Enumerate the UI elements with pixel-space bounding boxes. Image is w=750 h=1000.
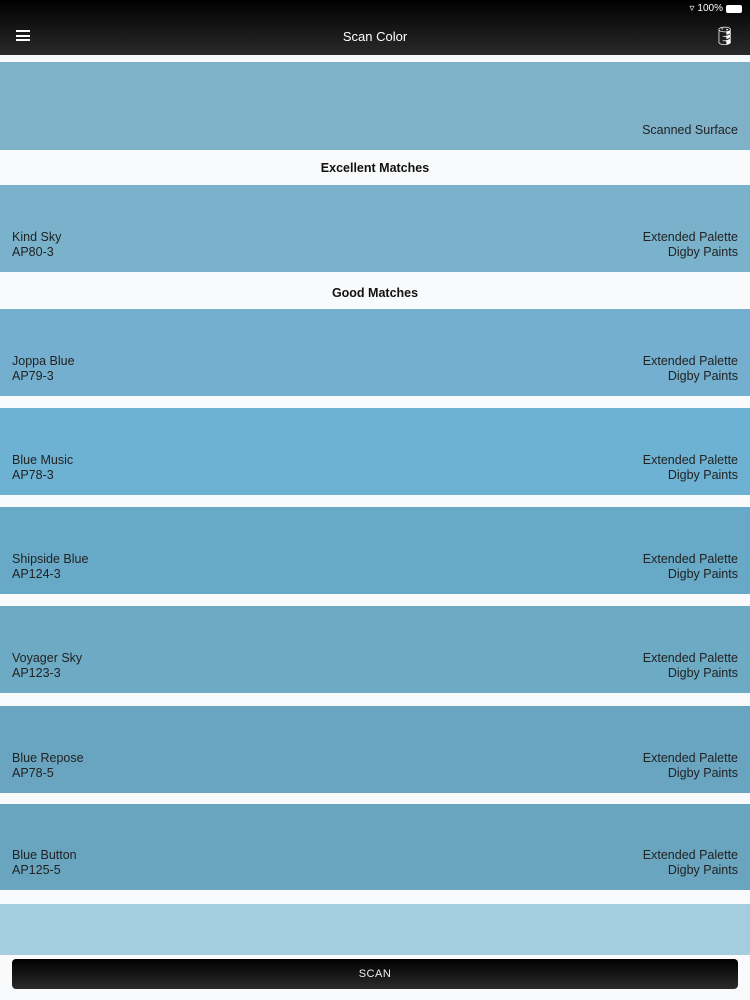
match-info: Blue Button AP125-5 — [12, 848, 77, 878]
scanned-surface-swatch: Scanned Surface — [0, 62, 750, 150]
paint-bucket-icon[interactable]: 🛢 — [713, 26, 736, 46]
match-info: Joppa Blue AP79-3 — [12, 354, 75, 384]
brand-name: Digby Paints — [667, 567, 738, 581]
match-source: Extended Palette Digby Paints — [643, 751, 738, 781]
color-match-item[interactable]: Shipside Blue AP124-3 Extended Palette Digb… — [0, 507, 750, 594]
scanned-surface-label: Scanned Surface — [642, 123, 738, 137]
color-code: AP123-3 — [12, 666, 61, 680]
palette-name: Extended Palette — [642, 651, 738, 665]
scan-button[interactable]: SCAN — [12, 959, 738, 989]
palette-name: Extended Palette — [642, 453, 738, 467]
color-code: AP78-3 — [12, 468, 54, 482]
match-info: Shipside Blue AP124-3 — [12, 552, 88, 582]
color-name: Blue Button — [12, 848, 77, 862]
color-name: Voyager Sky — [12, 651, 83, 665]
brand-name: Digby Paints — [667, 468, 738, 482]
palette-name: Extended Palette — [642, 848, 738, 862]
color-code: AP80-3 — [12, 245, 54, 259]
palette-name: Extended Palette — [642, 230, 738, 244]
color-match-item[interactable]: Blue Repose AP78-5 Extended Palette Digby P… — [0, 706, 750, 793]
brand-name: Digby Paints — [667, 369, 738, 383]
color-name: Blue Repose — [12, 751, 84, 765]
excellent-matches-header: Excellent Matches — [320, 161, 430, 175]
brand-name: Digby Paints — [667, 666, 738, 680]
color-code: AP124-3 — [12, 567, 61, 581]
battery-icon — [726, 4, 742, 13]
status-bar: ▿ 100% — [689, 3, 742, 14]
match-source: Extended Palette Digby Paints — [643, 651, 738, 681]
palette-name: Extended Palette — [642, 354, 738, 368]
match-source: Extended Palette Digby Paints — [643, 552, 738, 582]
color-match-item[interactable]: Blue Button AP125-5 Extended Palette Digby … — [0, 804, 750, 890]
match-source: Extended Palette Digby Paints — [643, 230, 738, 260]
brand-name: Digby Paints — [667, 766, 738, 780]
match-info: Voyager Sky AP123-3 — [12, 651, 82, 681]
match-source: Extended Palette Digby Paints — [643, 354, 738, 384]
hamburger-icon[interactable] — [16, 30, 30, 41]
color-code: AP78-5 — [12, 766, 54, 780]
color-code: AP79-3 — [12, 369, 54, 383]
color-name: Shipside Blue — [12, 552, 89, 566]
color-name: Blue Music — [12, 453, 74, 467]
good-matches-header: Good Matches — [331, 286, 419, 300]
match-info: Kind Sky AP80-3 — [12, 230, 61, 260]
color-match-item[interactable]: Joppa Blue AP79-3 Extended Palette Digby Pa… — [0, 309, 750, 396]
match-info: Blue Repose AP78-5 — [12, 751, 84, 781]
page-title: Scan Color — [342, 29, 408, 44]
battery-percent: 100% — [697, 3, 723, 14]
palette-name: Extended Palette — [642, 552, 738, 566]
color-match-item[interactable] — [0, 904, 750, 955]
color-name: Joppa Blue — [12, 354, 75, 368]
brand-name: Digby Paints — [667, 245, 738, 259]
match-info: Blue Music AP78-3 — [12, 453, 73, 483]
color-match-item[interactable]: Kind Sky AP80-3 Extended Palette Digby Pain… — [0, 185, 750, 272]
brand-name: Digby Paints — [667, 863, 738, 877]
color-name: Kind Sky — [12, 230, 62, 244]
color-match-item[interactable]: Blue Music AP78-3 Extended Palette Digby Pa… — [0, 408, 750, 495]
navigation-bar: ▿ 100% Scan Color 🛢 — [0, 0, 750, 55]
palette-name: Extended Palette — [642, 751, 738, 765]
wifi-icon: ▿ — [689, 3, 695, 14]
color-code: AP125-5 — [12, 863, 61, 877]
color-match-item[interactable]: Voyager Sky AP123-3 Extended Palette Digby … — [0, 606, 750, 693]
match-source: Extended Palette Digby Paints — [643, 453, 738, 483]
match-source: Extended Palette Digby Paints — [643, 848, 738, 878]
